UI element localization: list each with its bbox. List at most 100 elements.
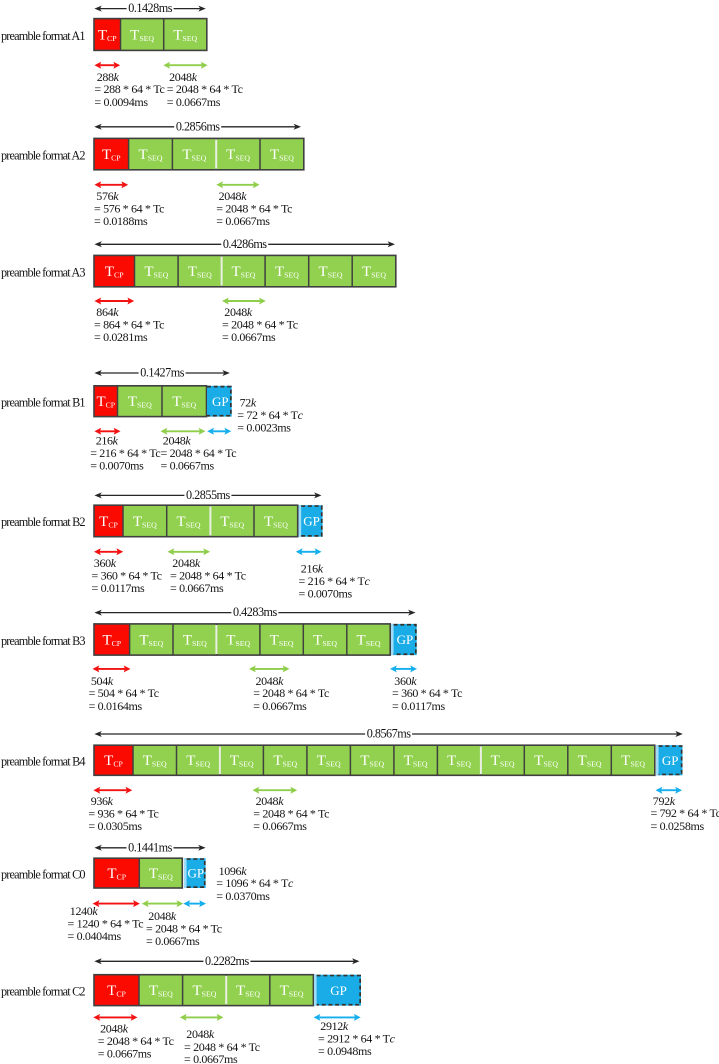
svg-text:TSEQ: TSEQ xyxy=(447,753,471,769)
svg-text:TSEQ: TSEQ xyxy=(173,27,197,43)
svg-text:preamble format B4: preamble format B4 xyxy=(1,755,85,769)
svg-text:preamble format B1: preamble format B1 xyxy=(1,396,85,410)
svg-text:TSEQ: TSEQ xyxy=(264,514,288,530)
svg-text:TSEQ: TSEQ xyxy=(139,632,163,648)
svg-text:2048k: 2048k xyxy=(256,674,285,688)
svg-text:864k: 864k xyxy=(96,305,119,319)
svg-text:= 792 * 64 * Tc: = 792 * 64 * Tc xyxy=(651,806,719,820)
svg-text:= 2048 * 64 * Tc: = 2048 * 64 * Tc xyxy=(167,82,243,96)
svg-text:= 2048 * 64 * Tc: = 2048 * 64 * Tc xyxy=(253,686,329,700)
svg-text:2048k: 2048k xyxy=(219,189,248,203)
svg-text:936k: 936k xyxy=(91,794,114,808)
svg-text:= 2048 * 64 * Tc: = 2048 * 64 * Tc xyxy=(184,1040,260,1054)
svg-text:TSEQ: TSEQ xyxy=(319,264,343,280)
svg-text:= 360 * 64 * Tc: = 360 * 64 * Tc xyxy=(92,569,162,583)
svg-text:TCP: TCP xyxy=(107,866,126,882)
svg-text:= 0.0667ms: = 0.0667ms xyxy=(170,581,224,595)
svg-text:TCP: TCP xyxy=(96,394,115,410)
svg-text:0.2855ms: 0.2855ms xyxy=(186,488,230,502)
svg-text:= 2912 * 64 * Tc: = 2912 * 64 * Tc xyxy=(318,1032,396,1046)
svg-text:preamble format A1: preamble format A1 xyxy=(1,29,85,43)
svg-text:= 0.0370ms: = 0.0370ms xyxy=(216,889,270,903)
svg-text:TSEQ: TSEQ xyxy=(149,983,173,999)
svg-text:0.2282ms: 0.2282ms xyxy=(205,954,249,968)
svg-text:0.1428ms: 0.1428ms xyxy=(128,1,172,15)
svg-text:2912k: 2912k xyxy=(320,1019,349,1033)
svg-text:= 0.0948ms: = 0.0948ms xyxy=(318,1044,372,1058)
svg-text:TSEQ: TSEQ xyxy=(183,632,207,648)
svg-text:TSEQ: TSEQ xyxy=(182,147,206,163)
svg-text:504k: 504k xyxy=(91,674,114,688)
svg-text:preamble format B2: preamble format B2 xyxy=(1,515,85,529)
svg-text:TSEQ: TSEQ xyxy=(270,147,294,163)
svg-text:0.4286ms: 0.4286ms xyxy=(223,237,267,251)
svg-text:TSEQ: TSEQ xyxy=(143,753,167,769)
svg-text:TCP: TCP xyxy=(102,632,121,648)
svg-text:= 0.0667ms: = 0.0667ms xyxy=(161,458,215,472)
svg-text:= 504 * 64 * Tc: = 504 * 64 * Tc xyxy=(89,686,159,700)
svg-text:TSEQ: TSEQ xyxy=(188,264,212,280)
svg-text:TSEQ: TSEQ xyxy=(270,632,294,648)
svg-text:1240k: 1240k xyxy=(70,904,99,918)
svg-text:72k: 72k xyxy=(240,395,257,409)
svg-text:= 0.0023ms: = 0.0023ms xyxy=(237,420,291,434)
svg-text:= 0.0094ms: = 0.0094ms xyxy=(94,95,148,109)
svg-text:TSEQ: TSEQ xyxy=(357,632,381,648)
svg-text:TSEQ: TSEQ xyxy=(192,983,216,999)
svg-text:216k: 216k xyxy=(96,433,119,447)
svg-text:0.4283ms: 0.4283ms xyxy=(233,605,277,619)
svg-text:TCP: TCP xyxy=(99,514,118,530)
svg-text:2048k: 2048k xyxy=(100,1022,129,1036)
svg-text:= 2048 * 64 * Tc: = 2048 * 64 * Tc xyxy=(253,807,329,821)
svg-text:TSEQ: TSEQ xyxy=(621,753,645,769)
svg-text:TSEQ: TSEQ xyxy=(231,264,255,280)
svg-text:= 0.0667ms: = 0.0667ms xyxy=(146,934,200,948)
svg-text:216k: 216k xyxy=(301,562,324,576)
svg-text:GP: GP xyxy=(662,753,679,768)
svg-text:TSEQ: TSEQ xyxy=(578,753,602,769)
svg-text:= 0.0258ms: = 0.0258ms xyxy=(651,819,705,833)
svg-text:TSEQ: TSEQ xyxy=(128,394,152,410)
svg-text:= 0.0404ms: = 0.0404ms xyxy=(68,929,122,943)
svg-text:1096k: 1096k xyxy=(219,864,248,878)
svg-text:GP: GP xyxy=(212,394,229,409)
svg-text:preamble format B3: preamble format B3 xyxy=(1,634,85,648)
svg-text:= 0.0117ms: = 0.0117ms xyxy=(92,581,146,595)
svg-text:360k: 360k xyxy=(394,674,417,688)
svg-text:= 288 * 64 * Tc: = 288 * 64 * Tc xyxy=(94,82,164,96)
svg-text:TCP: TCP xyxy=(104,753,123,769)
svg-text:0.8567ms: 0.8567ms xyxy=(367,727,411,741)
svg-text:= 0.0305ms: = 0.0305ms xyxy=(88,819,142,833)
svg-text:= 0.0667ms: = 0.0667ms xyxy=(253,819,307,833)
svg-text:GP: GP xyxy=(330,983,347,998)
svg-text:0.2856ms: 0.2856ms xyxy=(176,119,220,133)
svg-text:2048k: 2048k xyxy=(224,305,253,319)
svg-text:= 576 * 64 * Tc: = 576 * 64 * Tc xyxy=(94,201,164,215)
svg-text:576k: 576k xyxy=(96,189,119,203)
svg-text:= 0.0188ms: = 0.0188ms xyxy=(94,214,148,228)
svg-text:TSEQ: TSEQ xyxy=(534,753,558,769)
svg-text:preamble format A2: preamble format A2 xyxy=(1,148,85,162)
svg-text:= 1240 * 64 * Tc: = 1240 * 64 * Tc xyxy=(68,917,144,931)
svg-text:792k: 792k xyxy=(653,794,676,808)
svg-text:= 864 * 64 * Tc: = 864 * 64 * Tc xyxy=(94,317,164,331)
svg-text:= 0.0164ms: = 0.0164ms xyxy=(89,699,143,713)
svg-text:TCP: TCP xyxy=(98,27,117,43)
svg-text:TSEQ: TSEQ xyxy=(360,753,384,769)
svg-text:GP: GP xyxy=(187,866,204,881)
svg-text:TSEQ: TSEQ xyxy=(144,264,168,280)
svg-text:0.1441ms: 0.1441ms xyxy=(128,840,172,854)
svg-text:= 2048 * 64 * Tc: = 2048 * 64 * Tc xyxy=(170,569,246,583)
svg-text:TSEQ: TSEQ xyxy=(133,514,157,530)
svg-text:360k: 360k xyxy=(94,556,117,570)
svg-text:= 0.0667ms: = 0.0667ms xyxy=(222,330,276,344)
svg-text:TSEQ: TSEQ xyxy=(130,27,154,43)
svg-text:= 216 * 64 * Tc: = 216 * 64 * Tc xyxy=(90,446,160,460)
svg-text:= 0.0667ms: = 0.0667ms xyxy=(253,699,307,713)
svg-text:2048k: 2048k xyxy=(148,909,177,923)
svg-text:TSEQ: TSEQ xyxy=(220,514,244,530)
svg-text:= 936 * 64 * Tc: = 936 * 64 * Tc xyxy=(88,807,158,821)
svg-text:TSEQ: TSEQ xyxy=(149,866,173,882)
svg-text:= 216 * 64 * Tc: = 216 * 64 * Tc xyxy=(299,574,371,588)
svg-text:TSEQ: TSEQ xyxy=(236,983,260,999)
